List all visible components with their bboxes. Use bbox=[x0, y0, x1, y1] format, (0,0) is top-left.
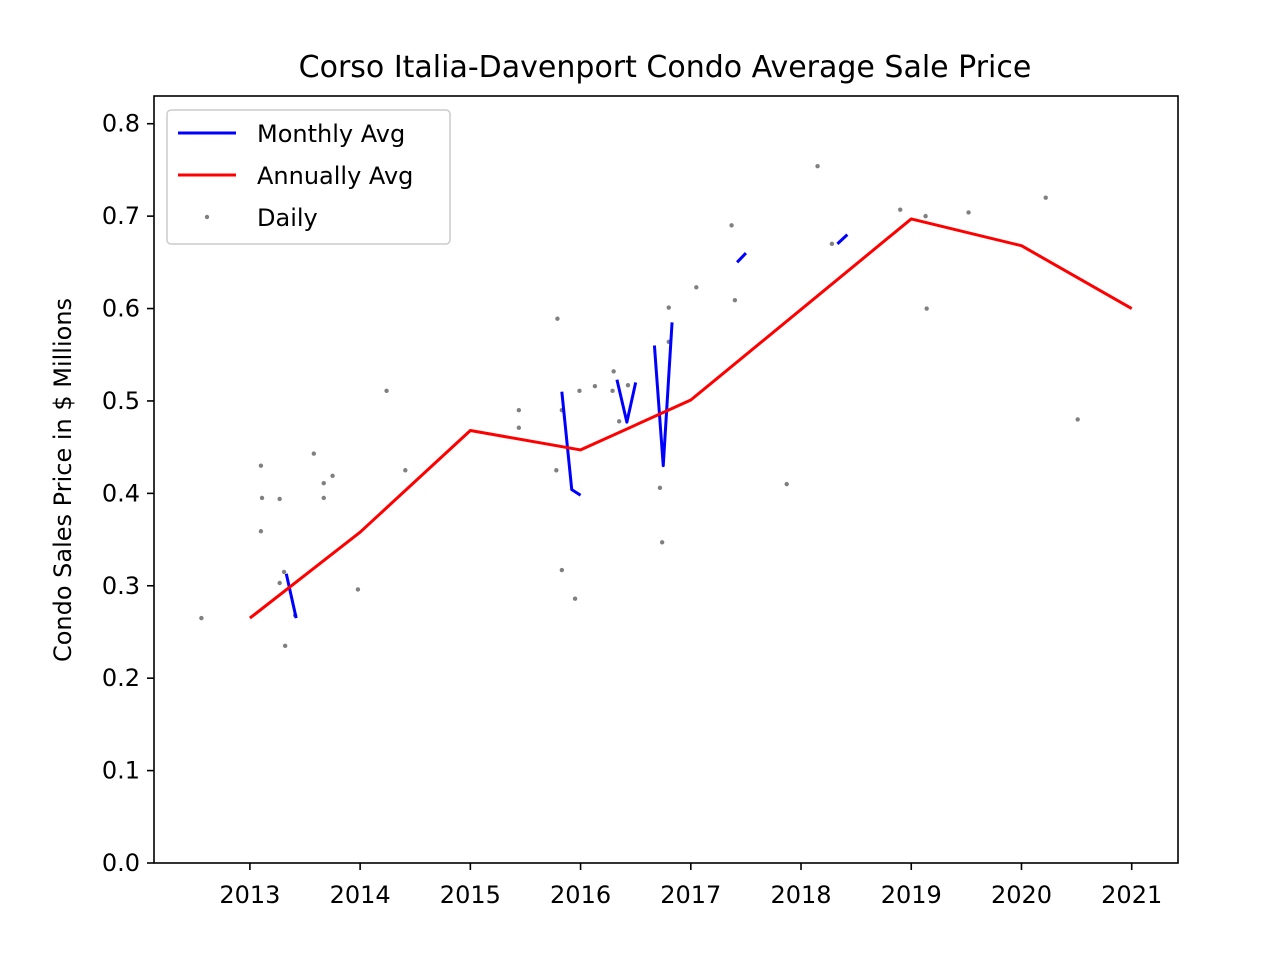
monthly-avg-line bbox=[560, 391, 582, 497]
daily-point bbox=[311, 451, 317, 456]
legend-box bbox=[166, 109, 451, 245]
daily-point bbox=[572, 596, 578, 601]
x-tick-label: 2021 bbox=[1101, 881, 1162, 909]
x-tick-label: 2015 bbox=[440, 881, 501, 909]
y-axis-ticks: 0.0 0.1 0.2 0.3 0.4 0.5 0.6 0.7 0.8 bbox=[102, 110, 154, 877]
daily-point bbox=[1043, 195, 1048, 200]
daily-point bbox=[616, 419, 622, 424]
daily-point bbox=[199, 615, 204, 621]
daily-point bbox=[815, 164, 820, 169]
y-tick-label: 0.1 bbox=[102, 757, 140, 785]
y-tick-label: 0.8 bbox=[102, 110, 140, 138]
x-axis-ticks: 2013 2014 2015 2016 2017 2018 2019 2020 2021 bbox=[219, 863, 1162, 909]
daily-point bbox=[277, 580, 282, 586]
daily-point bbox=[554, 468, 559, 473]
monthly-avg-line bbox=[615, 379, 638, 424]
x-tick-label: 2017 bbox=[660, 881, 721, 909]
monthly-avg-line bbox=[736, 252, 747, 264]
daily-point bbox=[829, 241, 835, 247]
daily-point bbox=[657, 485, 663, 491]
y-tick-label: 0.7 bbox=[102, 202, 140, 230]
daily-point bbox=[1075, 417, 1080, 422]
y-tick-label: 0.5 bbox=[102, 387, 140, 415]
legend-label: Monthly Avg bbox=[257, 120, 405, 148]
daily-point bbox=[732, 298, 738, 303]
daily-point bbox=[403, 468, 408, 473]
x-tick-label: 2018 bbox=[770, 881, 831, 909]
plot-frame bbox=[153, 95, 1179, 864]
annual-avg-line bbox=[248, 217, 1133, 620]
daily-point bbox=[282, 643, 288, 649]
daily-point bbox=[729, 223, 734, 228]
daily-point bbox=[321, 495, 326, 501]
daily-point bbox=[577, 388, 582, 393]
daily-point bbox=[924, 306, 929, 311]
daily-point bbox=[355, 587, 361, 592]
legend: Monthly Avg Annually Avg Daily bbox=[166, 109, 451, 245]
plot-area: 0.0 0.1 0.2 0.3 0.4 0.5 0.6 0.7 0.8 2013 2014 2015… bbox=[102, 95, 1179, 909]
daily-point bbox=[784, 481, 789, 487]
daily-point bbox=[281, 569, 287, 575]
x-tick-label: 2016 bbox=[550, 881, 611, 909]
monthly-avg-line bbox=[652, 322, 674, 468]
daily-point bbox=[559, 567, 565, 573]
daily-point bbox=[898, 207, 903, 212]
monthly-avg-line bbox=[836, 233, 849, 245]
x-tick-label: 2013 bbox=[219, 881, 280, 909]
legend-label: Daily bbox=[257, 204, 318, 232]
daily-point bbox=[321, 480, 326, 486]
daily-point bbox=[659, 540, 665, 545]
y-tick-label: 0.2 bbox=[102, 664, 140, 692]
daily-point bbox=[384, 388, 389, 393]
daily-point bbox=[666, 305, 671, 310]
daily-point bbox=[516, 407, 522, 413]
monthly-avg-line bbox=[284, 573, 298, 619]
series-layer bbox=[199, 164, 1133, 649]
daily-point bbox=[516, 425, 522, 430]
daily-point bbox=[258, 463, 264, 468]
daily-point bbox=[330, 473, 335, 479]
daily-point bbox=[611, 369, 616, 374]
x-tick-label: 2014 bbox=[330, 881, 391, 909]
daily-point bbox=[277, 496, 282, 502]
y-tick-label: 0.6 bbox=[102, 295, 140, 323]
y-tick-label: 0.4 bbox=[102, 479, 140, 507]
daily-point bbox=[258, 529, 264, 534]
legend-swatch-point bbox=[204, 214, 210, 220]
x-tick-label: 2019 bbox=[881, 881, 942, 909]
y-tick-label: 0.3 bbox=[102, 572, 140, 600]
daily-point bbox=[923, 213, 928, 219]
daily-point bbox=[555, 316, 560, 321]
daily-point bbox=[966, 210, 971, 215]
daily-point bbox=[625, 383, 631, 388]
y-tick-label: 0.0 bbox=[102, 849, 140, 877]
chart-title: Corso Italia-Davenport Condo Average Sal… bbox=[299, 50, 1032, 85]
daily-point bbox=[610, 388, 615, 393]
daily-point bbox=[694, 285, 699, 290]
daily-point bbox=[259, 495, 265, 501]
y-axis-label: Condo Sales Price in $ Millions bbox=[49, 298, 77, 662]
legend-label: Annually Avg bbox=[257, 162, 413, 190]
daily-point bbox=[592, 383, 598, 389]
x-tick-label: 2020 bbox=[991, 881, 1052, 909]
